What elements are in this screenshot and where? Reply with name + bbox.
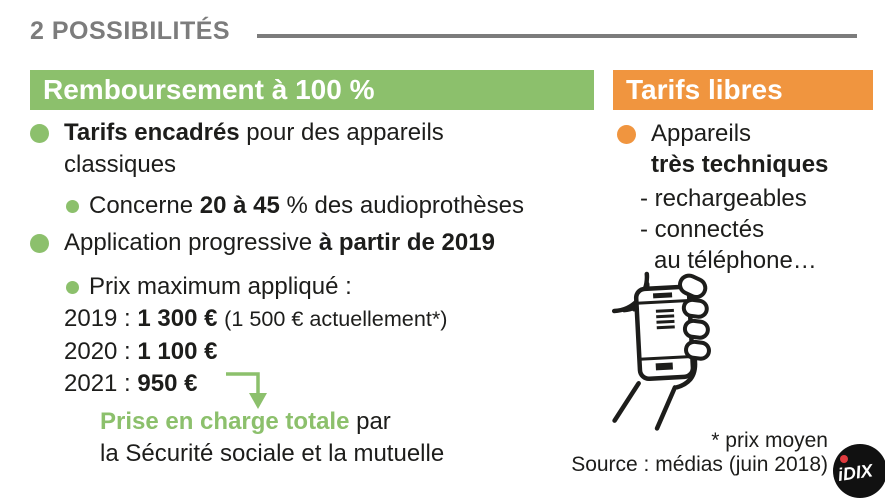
subbullet-concerne-text: Concerne 20 à 45 % des audioprothèses: [89, 192, 524, 219]
footnote: * prix moyen: [711, 429, 828, 452]
bullet-application-text: Application progressive à partir de 2019: [64, 229, 495, 256]
page-title: 2 POSSIBILITÉS: [30, 17, 231, 45]
bullet-appareils: Appareils très techniques: [617, 118, 867, 180]
dash-item-connectes: - connectés: [640, 216, 765, 243]
price-line-2019: 2019 : 1 300 € (1 500 € actuellement*): [64, 305, 448, 332]
green-bullet-icon: [30, 124, 49, 143]
dash-item-rechargeables: - rechargeables: [640, 185, 807, 212]
subbullet-prix-maximum: Prix maximum appliqué :: [66, 271, 586, 303]
subbullet-prix-maximum-text: Prix maximum appliqué :: [89, 273, 352, 300]
subbullet-concerne: Concerne 20 à 45 % des audioprothèses: [66, 190, 586, 222]
right-column-banner: Tarifs libres: [613, 70, 873, 110]
orange-bullet-icon: [617, 125, 636, 144]
price-line-2020: 2020 : 1 100 €: [64, 338, 218, 365]
idix-logo: iDIX: [833, 444, 885, 498]
bullet-tarifs-encadres-text: Tarifs encadrés pour des appareils classi…: [64, 119, 444, 178]
dash-item-au-telephone: au téléphone…: [654, 247, 817, 274]
green-bullet-icon: [30, 234, 49, 253]
price-line-2021: 2021 : 950 €: [64, 370, 198, 397]
bullet-application-progressive: Application progressive à partir de 2019: [30, 227, 590, 259]
green-subbullet-icon: [66, 200, 79, 213]
green-subbullet-icon: [66, 281, 79, 294]
title-rule: [257, 34, 857, 38]
bullet-tarifs-encadres: Tarifs encadrés pour des appareils classi…: [30, 117, 570, 181]
idix-logo-text: iDIX: [837, 460, 875, 485]
bullet-appareils-text: Appareils très techniques: [651, 120, 829, 178]
idix-logo-dot: [840, 455, 848, 463]
elbow-arrow-down-icon: [226, 372, 267, 409]
left-column-banner: Remboursement à 100 %: [30, 70, 594, 110]
conclusion-text: Prise en charge totale par la Sécurité so…: [100, 408, 445, 467]
source-credit: Source : médias (juin 2018): [571, 453, 828, 476]
hand-holding-smartphone-icon: [611, 271, 711, 431]
